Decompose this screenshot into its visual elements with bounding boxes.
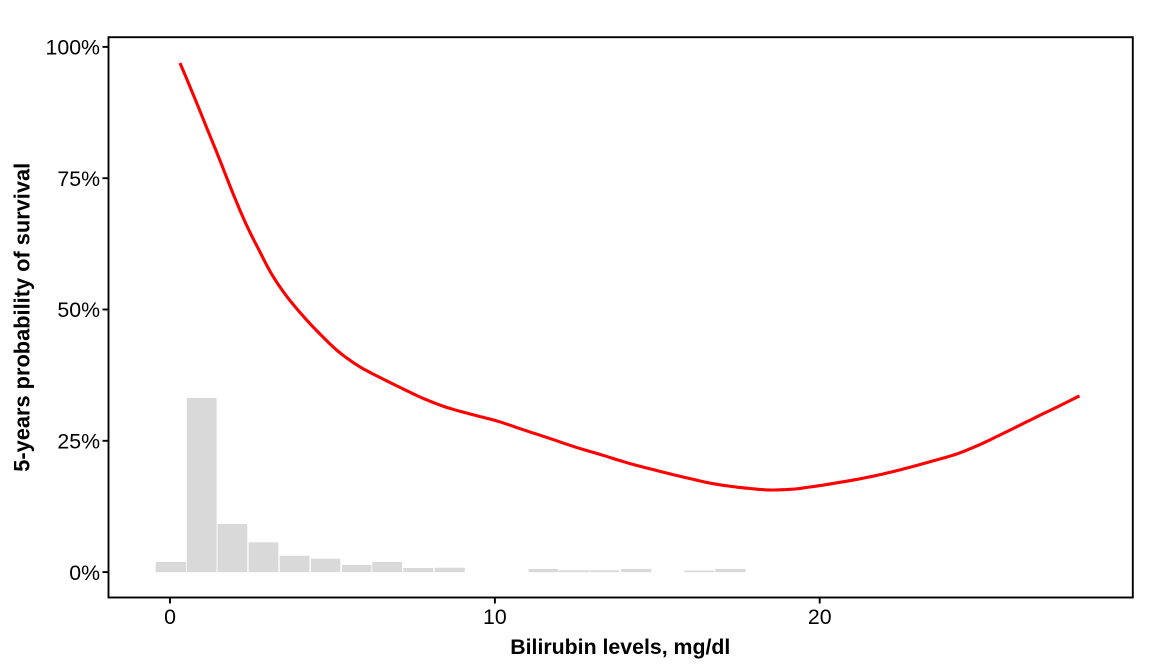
svg-text:75%: 75% xyxy=(57,167,100,191)
svg-text:5-years probability of surviva: 5-years probability of survival xyxy=(9,163,34,472)
svg-text:0%: 0% xyxy=(69,561,100,585)
svg-text:20: 20 xyxy=(808,605,832,629)
svg-text:0: 0 xyxy=(164,605,176,629)
svg-text:Bilirubin levels, mg/dl: Bilirubin levels, mg/dl xyxy=(510,635,730,659)
svg-text:50%: 50% xyxy=(57,298,100,322)
svg-text:10: 10 xyxy=(483,605,507,629)
svg-text:100%: 100% xyxy=(46,36,101,60)
svg-text:25%: 25% xyxy=(57,430,100,454)
